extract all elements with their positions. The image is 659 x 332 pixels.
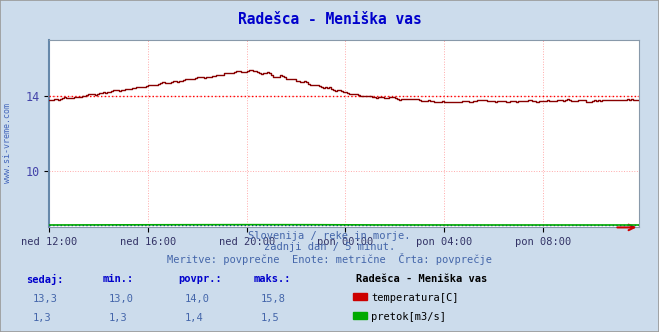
Text: 13,3: 13,3 (33, 294, 58, 304)
Text: sedaj:: sedaj: (26, 274, 64, 285)
Text: min.:: min.: (102, 274, 133, 284)
Text: Slovenija / reke in morje.: Slovenija / reke in morje. (248, 231, 411, 241)
Text: Meritve: povprečne  Enote: metrične  Črta: povprečje: Meritve: povprečne Enote: metrične Črta:… (167, 253, 492, 265)
Text: maks.:: maks.: (254, 274, 291, 284)
Text: temperatura[C]: temperatura[C] (371, 293, 459, 303)
Text: 1,3: 1,3 (109, 313, 127, 323)
Text: 14,0: 14,0 (185, 294, 210, 304)
Text: pretok[m3/s]: pretok[m3/s] (371, 312, 446, 322)
Text: 1,3: 1,3 (33, 313, 51, 323)
Text: povpr.:: povpr.: (178, 274, 221, 284)
Text: Radešca - Meniška vas: Radešca - Meniška vas (356, 274, 487, 284)
Text: Radešca - Meniška vas: Radešca - Meniška vas (238, 12, 421, 27)
Text: zadnji dan / 5 minut.: zadnji dan / 5 minut. (264, 242, 395, 252)
Text: 1,5: 1,5 (260, 313, 279, 323)
Text: 15,8: 15,8 (260, 294, 285, 304)
Text: 13,0: 13,0 (109, 294, 134, 304)
Text: 1,4: 1,4 (185, 313, 203, 323)
Text: www.si-vreme.com: www.si-vreme.com (3, 103, 13, 183)
